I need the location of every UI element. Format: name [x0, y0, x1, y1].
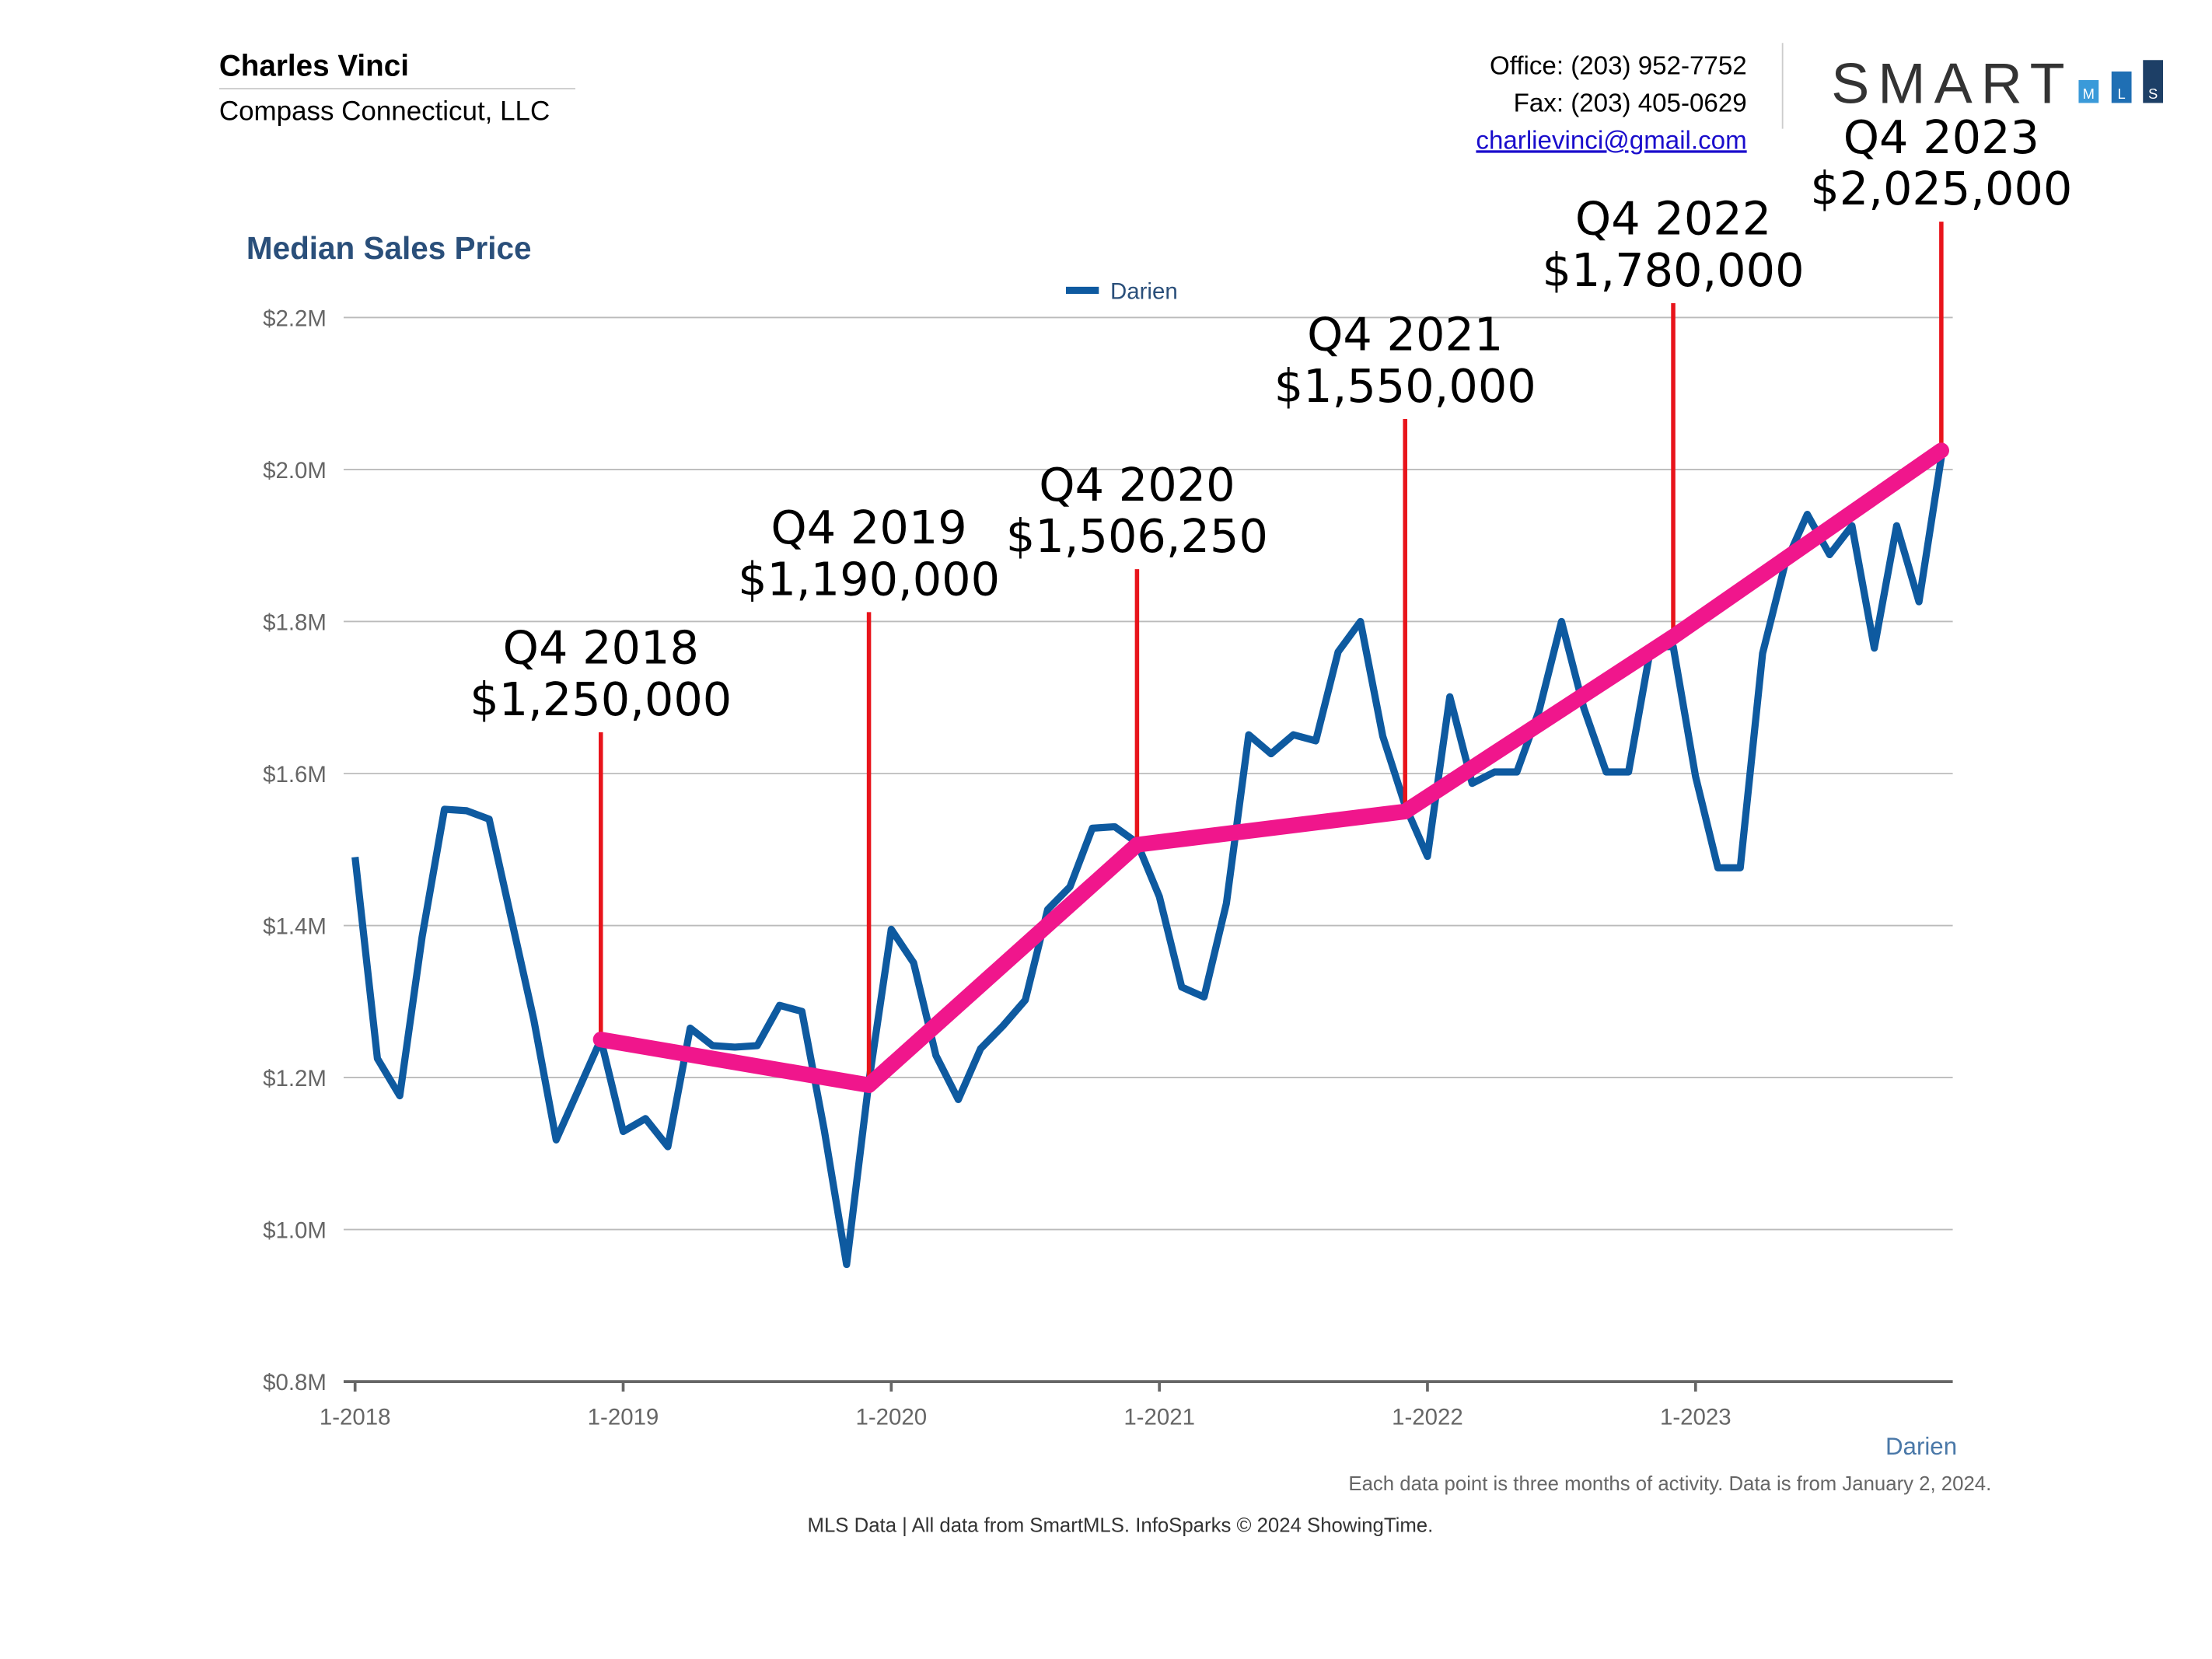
logo-letter: M [2083, 86, 2095, 102]
callout-value: $1,506,250 [1006, 509, 1268, 563]
logo: SMART [1831, 51, 2073, 115]
callout-label: Q4 2019 [771, 501, 966, 554]
logo-letter: L [2118, 86, 2126, 102]
trend-line [592, 442, 1949, 1093]
callout-value: $1,190,000 [738, 552, 1000, 606]
x-tick-label: 1-2018 [320, 1404, 391, 1430]
x-axis-label: Darien [1885, 1433, 1957, 1460]
data-line [351, 456, 1945, 1269]
company: Compass Connecticut, LLC [219, 96, 550, 127]
callout-label: Q4 2021 [1307, 308, 1503, 361]
fax: Fax: (203) 405-0629 [1514, 89, 1747, 117]
y-tick-label: $1.2M [263, 1066, 327, 1091]
chart-title: Median Sales Price [246, 230, 532, 266]
x-tick-label: 1-2019 [588, 1404, 659, 1430]
callout-label: Q4 2023 [1843, 110, 2039, 164]
legend-label: Darien [1110, 278, 1178, 304]
agent-name: Charles Vinci [219, 50, 409, 83]
callout-label: Q4 2022 [1575, 192, 1771, 246]
y-tick-label: $1.4M [263, 914, 327, 940]
x-tick-label: 1-2020 [856, 1404, 928, 1430]
note: Each data point is three months of activ… [1348, 1473, 1991, 1495]
y-tick-label: $0.8M [263, 1370, 327, 1395]
logo-letter: S [2148, 86, 2158, 102]
y-tick-label: $1.8M [263, 609, 327, 635]
callout-value: $1,780,000 [1543, 243, 1805, 297]
x-tick-label: 1-2023 [1660, 1404, 1732, 1430]
footer: MLS Data | All data from SmartMLS. InfoS… [808, 1514, 1434, 1536]
callout-value: $1,550,000 [1274, 359, 1536, 413]
email-link[interactable]: charlievinci@gmail.com [1476, 126, 1746, 155]
x-tick-label: 1-2022 [1392, 1404, 1463, 1430]
callout-value: $2,025,000 [1810, 162, 2072, 215]
callout-value: $1,250,000 [470, 672, 732, 726]
x-tick-label: 1-2021 [1123, 1404, 1195, 1430]
y-tick-label: $2.2M [263, 306, 327, 331]
y-tick-label: $2.0M [263, 458, 327, 484]
y-tick-label: $1.6M [263, 762, 327, 788]
logo-boxes [2078, 60, 2164, 103]
callout-label: Q4 2020 [1039, 458, 1235, 512]
y-tick-label: $1.0M [263, 1218, 327, 1244]
callout-label: Q4 2018 [503, 621, 699, 675]
office: Office: (203) 952-7752 [1490, 52, 1747, 81]
